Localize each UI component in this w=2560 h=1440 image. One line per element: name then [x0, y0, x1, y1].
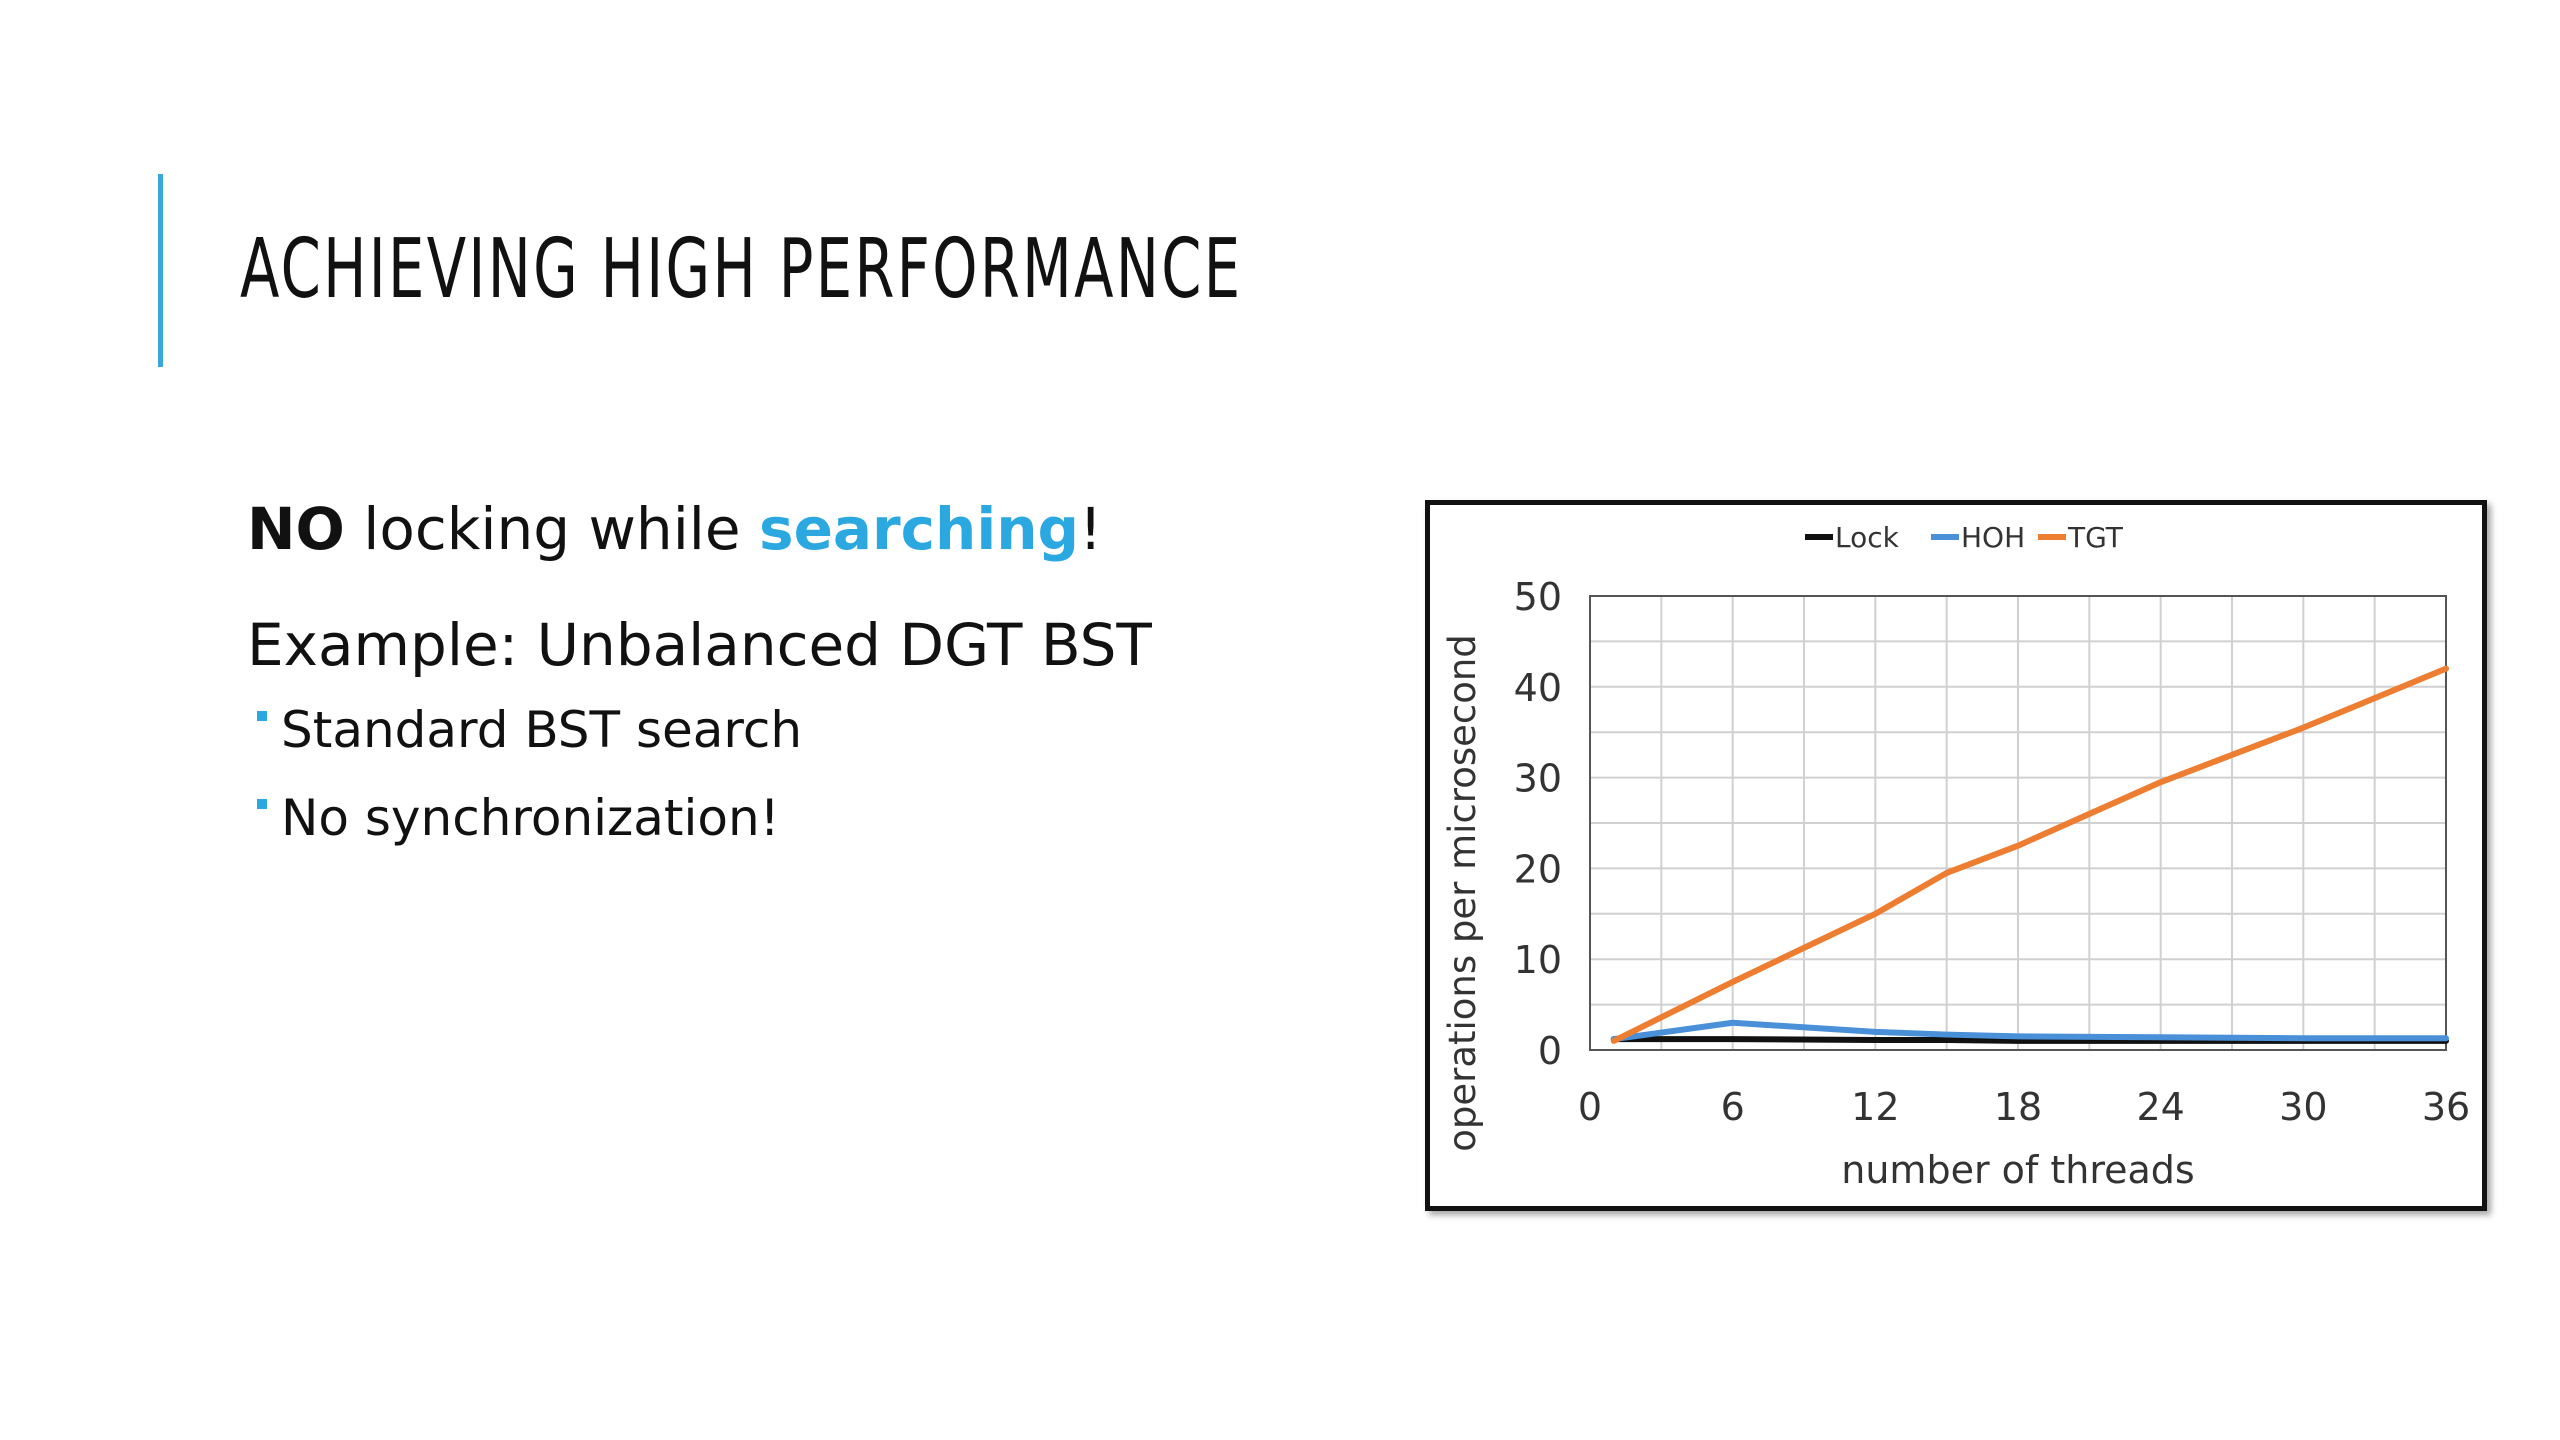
- bullet-main-strong: NO: [247, 495, 345, 563]
- bullet-main-end: !: [1079, 495, 1103, 563]
- sub-bullet-2-text: No synchronization!: [281, 789, 780, 847]
- y-tick-label: 30: [1514, 757, 1562, 801]
- line-chart: 0 10 20 30 40 50 0 6 12 18 24 30 36 number of threads…: [1441, 521, 2470, 1192]
- slide-title: Achieving High Performance: [240, 222, 1243, 317]
- x-tick-label: 18: [1994, 1085, 2042, 1129]
- legend-label-hoh: HOH: [1961, 521, 2025, 554]
- bullet-square-icon: [257, 799, 267, 809]
- chart-frame: 0 10 20 30 40 50 0 6 12 18 24 30 36 number of threads…: [1425, 500, 2487, 1211]
- y-axis-label: operations per microsecond: [1441, 634, 1484, 1152]
- y-tick-label: 50: [1514, 575, 1562, 619]
- y-tick-label: 0: [1538, 1029, 1562, 1073]
- title-accent-bar: [158, 174, 163, 367]
- x-tick-label: 36: [2422, 1085, 2470, 1129]
- x-axis-label: number of threads: [1841, 1148, 2194, 1192]
- bullet-example: Example: Unbalanced DGT BST: [247, 611, 1152, 679]
- y-tick-label: 20: [1514, 847, 1562, 891]
- bullet-square-icon: [257, 711, 267, 721]
- series-line-tgt: [1610, 665, 2449, 1044]
- bullet-main-middle: locking while: [344, 495, 760, 563]
- x-tick-label: 24: [2136, 1085, 2184, 1129]
- series-line-hoh: [1610, 1019, 2449, 1043]
- sub-bullet-1-text: Standard BST search: [281, 701, 803, 759]
- y-tick-label: 40: [1514, 666, 1562, 710]
- x-tick-label: 12: [1851, 1085, 1899, 1129]
- sub-bullet-1: Standard BST search: [247, 701, 1347, 759]
- bullet-main-highlight: searching: [759, 495, 1080, 563]
- x-tick-label: 6: [1721, 1085, 1745, 1129]
- x-tick-label: 0: [1578, 1085, 1602, 1129]
- bullet-main: NO locking while searching!: [247, 495, 1347, 563]
- plot-area-border: [1589, 595, 2447, 1051]
- slide-body: NO locking while searching! Example: Unb…: [247, 495, 1347, 877]
- y-tick-label: 10: [1514, 938, 1562, 982]
- sub-bullet-2: No synchronization!: [247, 789, 1347, 847]
- x-tick-label: 30: [2279, 1085, 2327, 1129]
- legend-label-tgt: TGT: [2067, 521, 2124, 554]
- legend-label-lock: Lock: [1835, 521, 1900, 554]
